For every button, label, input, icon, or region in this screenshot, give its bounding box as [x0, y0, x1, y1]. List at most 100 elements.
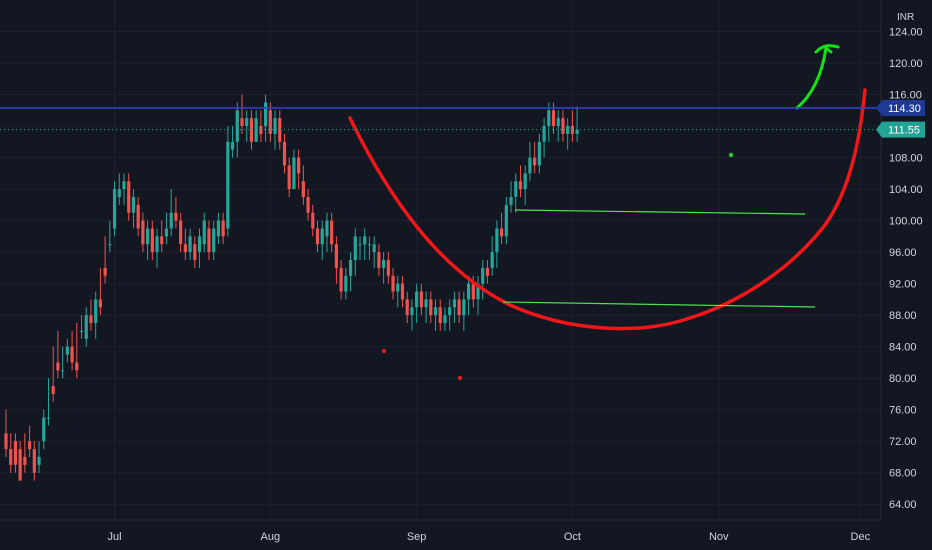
y-axis[interactable]: 64.00 68.00 72.00 76.00 80.00 84.00 88.00 92.00… [889, 27, 923, 512]
y-tick-label: 96.00 [889, 247, 917, 259]
candle-body [160, 236, 164, 245]
candle-body [448, 307, 452, 316]
price-tag: 114.30 [876, 99, 925, 116]
candle-body [23, 456, 27, 465]
candle-body [367, 244, 372, 246]
candle [245, 110, 249, 142]
candle-body [330, 220, 334, 245]
candle [70, 330, 74, 371]
candle-body [287, 165, 291, 190]
candle [353, 228, 357, 276]
candle-body [240, 118, 244, 127]
candle-body [424, 299, 428, 308]
candle-body [443, 315, 447, 324]
candle [330, 212, 334, 253]
candle [287, 157, 291, 197]
candle-body [197, 236, 202, 253]
candle-body [112, 189, 117, 229]
candle [415, 283, 419, 324]
candle [372, 236, 376, 268]
candle [429, 291, 433, 324]
candle-body [127, 181, 131, 213]
x-axis[interactable]: Jul Aug Sep Oct Nov Dec [108, 531, 871, 543]
x-tick-label: Oct [564, 531, 581, 543]
candle-body [415, 291, 419, 308]
candle-body [438, 307, 442, 324]
candle [523, 165, 527, 205]
marker-dot-red [457, 375, 463, 381]
candle-body [325, 220, 329, 237]
candle [292, 149, 296, 190]
candle [282, 133, 287, 174]
candle-body [353, 236, 357, 260]
candle [518, 165, 523, 197]
candle-body [500, 228, 504, 237]
candle [230, 126, 235, 158]
candle-body [396, 283, 400, 292]
candle [61, 346, 65, 379]
candle [339, 260, 343, 300]
candle-body [37, 456, 41, 465]
candle [268, 102, 272, 142]
price-tag-label: 111.55 [888, 125, 920, 137]
price-tag-label: 114.30 [888, 103, 921, 115]
candle-body [282, 141, 287, 166]
candle [575, 106, 579, 142]
candle-body [462, 299, 466, 316]
candle-body [146, 228, 150, 245]
grid-lines [0, 0, 881, 520]
candle-body [410, 307, 414, 316]
candle-body [358, 244, 362, 246]
y-tick-label: 120.00 [889, 58, 923, 70]
candle [495, 220, 499, 268]
candle [249, 110, 254, 150]
candle-body [131, 196, 136, 213]
candle-body [363, 236, 367, 245]
candle [46, 378, 51, 426]
candle [410, 299, 414, 331]
candle-body [212, 228, 216, 253]
candle-body [9, 449, 13, 465]
candle-body [79, 330, 84, 332]
candle [179, 212, 183, 253]
candle-body [155, 236, 159, 253]
candle [216, 212, 220, 245]
candle-body [235, 110, 239, 142]
candle [466, 275, 471, 316]
candle [174, 196, 178, 229]
candle-body [94, 299, 98, 324]
candle [56, 330, 60, 379]
candle-body [457, 299, 461, 316]
candle [146, 220, 150, 260]
candle-body [509, 196, 513, 205]
price-tag-background [876, 99, 925, 116]
candle [315, 220, 320, 253]
support-line [502, 301, 816, 308]
candle [84, 307, 88, 347]
candle [443, 307, 447, 331]
candle [396, 275, 400, 308]
candle [344, 267, 348, 300]
annotations [348, 44, 867, 381]
candle [98, 267, 102, 316]
candle [150, 220, 154, 260]
candle-body [533, 157, 537, 166]
y-tick-label: 104.00 [889, 184, 923, 196]
candle [556, 110, 560, 142]
candle [273, 110, 277, 150]
candle [221, 212, 225, 245]
candle-body [556, 118, 560, 127]
candle [23, 433, 27, 473]
candle-body [485, 267, 490, 276]
candle [500, 212, 504, 245]
candle-body [150, 228, 154, 253]
candle [75, 323, 79, 379]
candle-body [89, 315, 93, 324]
candle-body [51, 386, 55, 394]
candle [37, 441, 41, 473]
candle [164, 212, 169, 245]
cup-curve-annotation [348, 88, 867, 331]
candle [561, 110, 565, 142]
candle [537, 133, 541, 174]
